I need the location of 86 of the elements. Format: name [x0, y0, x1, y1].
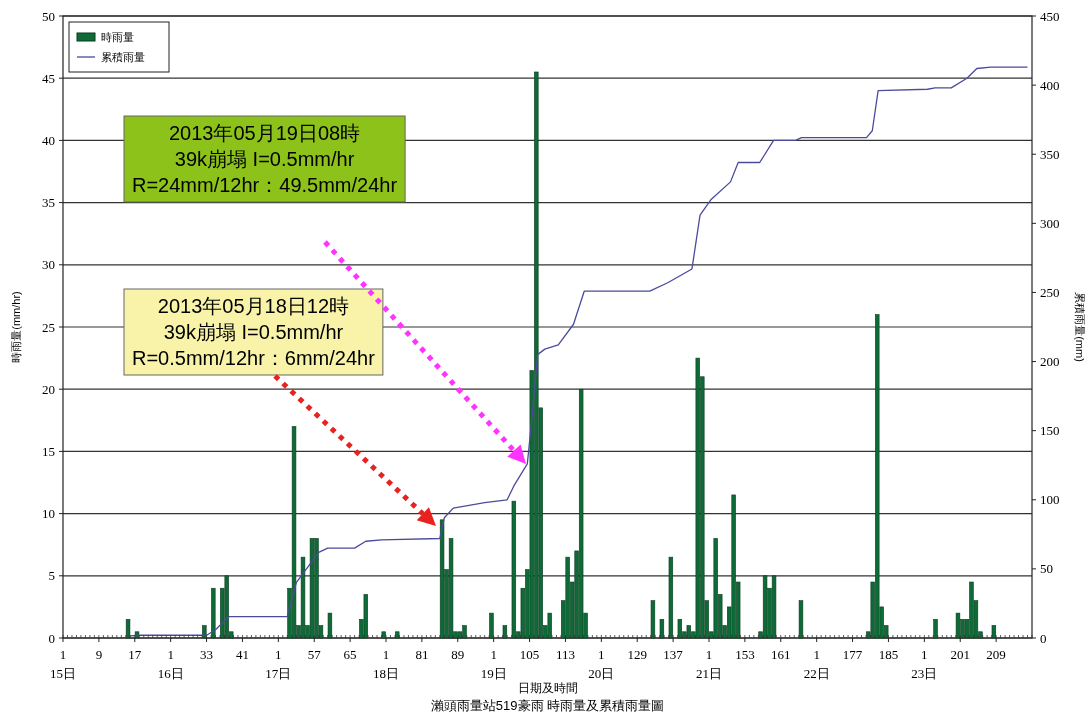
bar [211, 587, 216, 639]
x-tick-label: 1 19日 [480, 647, 507, 681]
x-tick-label: 1 22日 [803, 647, 830, 681]
x-tick-label: 161 [771, 647, 791, 662]
bar [439, 519, 445, 639]
y2-tick-label: 0 [1040, 630, 1047, 646]
legend-label: 時雨量 [101, 31, 134, 43]
x-tick-label: 177 [842, 647, 863, 662]
y-tick-label: 30 [42, 257, 55, 273]
x-tick-label: 185 [878, 647, 899, 662]
y-tick-label: 0 [48, 630, 55, 646]
x-tick-label: 209 [986, 647, 1006, 662]
y-tick-label: 20 [42, 381, 55, 397]
bar [489, 612, 494, 639]
legend-label: 累積雨量 [101, 51, 145, 63]
bar [933, 619, 938, 639]
y-axis-title: 時雨量(mm/hr) [10, 291, 22, 363]
y2-tick-label: 150 [1040, 423, 1060, 439]
bar [668, 556, 674, 639]
bar [448, 538, 454, 639]
x-tick-label: 65 [343, 647, 357, 662]
x-tick-label: 33 [200, 647, 214, 662]
x-tick-label: 1 17日 [265, 647, 292, 681]
x-tick-label: 1 20日 [588, 647, 615, 681]
x-tick-label: 9 [95, 647, 103, 662]
x-tick-label: 1 18日 [373, 647, 399, 681]
bar [565, 556, 570, 639]
y-tick-label: 5 [48, 568, 55, 584]
x-tick-label: 17 [128, 647, 142, 662]
y-tick-label: 25 [42, 319, 55, 335]
bar [395, 631, 400, 639]
x-tick-label: 1 16日 [157, 647, 184, 681]
bar [762, 575, 768, 639]
y-tick-label: 10 [42, 506, 55, 522]
line-series [129, 66, 1029, 637]
x-tick-label: 137 [663, 647, 684, 662]
x-tick-label: 129 [627, 647, 647, 662]
y2-tick-label: 450 [1040, 8, 1060, 24]
bar [659, 619, 665, 639]
y2-tick-label: 300 [1040, 215, 1060, 231]
bar [363, 594, 368, 639]
x-tick-label: 113 [555, 647, 575, 662]
x-tick-label: 89 [451, 647, 465, 662]
bar [291, 426, 297, 639]
y-tick-label: 50 [42, 8, 55, 24]
y2-tick-label: 400 [1040, 77, 1060, 93]
bar [300, 556, 306, 639]
annotation: 2013年05月18日12時 39k崩塌 I=0.5mm/hr R=0.5mm/12hr：6mm/24hr [132, 295, 376, 369]
bar [578, 388, 584, 639]
bar [991, 625, 997, 639]
y-tick-label: 35 [42, 195, 55, 211]
y2-tick-label: 50 [1040, 561, 1053, 577]
x-tick-label: 57 [307, 647, 322, 662]
bar [955, 612, 961, 639]
x-tick-label: 41 [235, 647, 249, 662]
x-tick-label: 201 [950, 647, 970, 662]
bar [125, 619, 131, 639]
bar [798, 600, 804, 639]
y2-tick-label: 350 [1040, 146, 1060, 162]
y-tick-label: 45 [42, 70, 55, 86]
bar [650, 600, 656, 639]
bar [381, 631, 386, 639]
bar [309, 538, 315, 639]
x-tick-label: 1 15日 [50, 647, 76, 681]
x-axis-title: 日期及時間 [517, 681, 578, 695]
bar [547, 612, 552, 639]
text: 瀨頭雨量站519豪雨 時雨量及累積雨量圖 [430, 698, 665, 713]
x-tick-label: 1 23日 [911, 647, 938, 681]
y-tick-label: 40 [42, 132, 55, 148]
annotation: 2013年05月19日08時 39k崩塌 I=0.5mm/hr R=24mm/12hr：49.5mm/24hr [132, 122, 398, 196]
bar [511, 500, 517, 639]
x-tick-label: 153 [735, 647, 755, 662]
bar [202, 625, 207, 639]
bar [327, 612, 333, 639]
y-tick-label: 15 [42, 443, 55, 459]
y2-axis-title: 累積雨量(mm) [1074, 292, 1086, 362]
x-tick-label: 105 [519, 647, 540, 662]
x-tick-label: 1 21日 [696, 647, 722, 681]
y2-tick-label: 250 [1040, 284, 1060, 300]
y2-tick-label: 200 [1040, 354, 1060, 370]
bar [502, 625, 508, 639]
x-tick-label: 81 [415, 647, 429, 662]
bar [686, 625, 691, 639]
bar [677, 619, 683, 639]
bar [771, 575, 777, 639]
y2-tick-label: 100 [1040, 492, 1060, 508]
